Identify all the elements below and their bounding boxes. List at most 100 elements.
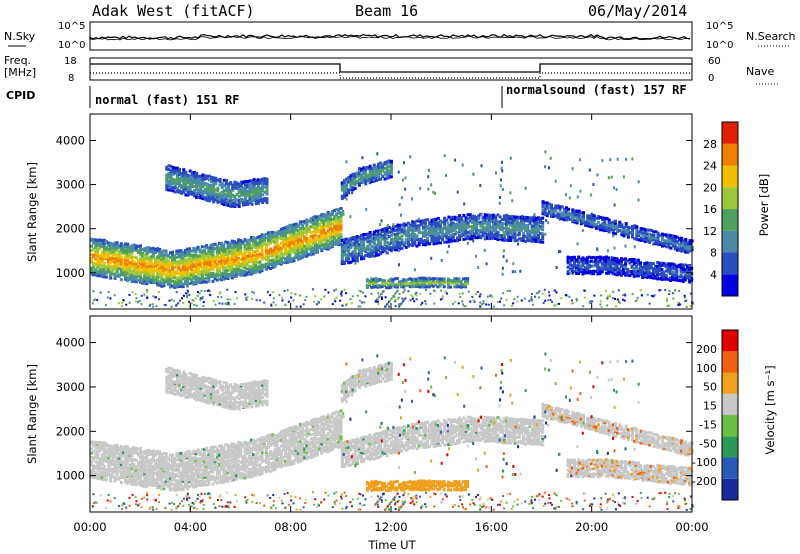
power-cell	[264, 254, 268, 258]
power-cell	[303, 230, 307, 234]
power-cell	[678, 237, 681, 241]
power-cell	[119, 268, 123, 271]
power-cell	[372, 230, 376, 234]
power-cell	[671, 262, 675, 266]
power-cell	[286, 236, 290, 240]
power-cell	[340, 249, 344, 253]
power-cell	[626, 259, 630, 263]
power-cell	[475, 218, 479, 222]
power-cell	[199, 184, 203, 188]
power-cell	[345, 160, 348, 164]
power-cell	[307, 219, 311, 223]
power-cell	[364, 178, 368, 182]
power-cell	[455, 277, 459, 281]
power-cell	[132, 279, 136, 283]
power-cell	[316, 243, 319, 247]
power-cell	[96, 258, 100, 262]
power-cell	[224, 274, 228, 278]
power-cell	[141, 277, 145, 281]
power-cell	[281, 299, 284, 302]
power-cell	[160, 267, 164, 271]
power-cell	[502, 235, 506, 239]
power-cell	[585, 264, 589, 268]
power-cell	[443, 240, 447, 244]
power-cell	[355, 174, 359, 178]
power-cell	[254, 194, 258, 198]
velocity-cell	[92, 442, 96, 446]
velocity-cell	[90, 447, 93, 451]
power-cell	[680, 241, 684, 245]
power-cell	[220, 182, 224, 185]
power-cell	[596, 262, 600, 266]
power-cell	[92, 269, 96, 273]
power-cell	[643, 267, 647, 271]
power-cell	[646, 238, 649, 242]
power-cell	[675, 264, 679, 268]
power-cell	[188, 252, 192, 256]
power-cell	[430, 224, 434, 228]
power-cell	[372, 232, 376, 236]
power-cell	[147, 248, 151, 252]
power-cell	[181, 256, 185, 260]
power-cell	[587, 265, 591, 269]
power-cell	[203, 264, 206, 268]
power-cell	[684, 238, 688, 241]
power-cell	[519, 269, 522, 273]
power-cell	[205, 260, 209, 264]
power-cell	[190, 302, 193, 305]
power-cell	[669, 241, 673, 245]
power-cell	[617, 272, 621, 276]
power-cell	[411, 223, 414, 226]
power-cell	[218, 177, 222, 181]
power-cell	[641, 294, 643, 297]
power-cell	[233, 199, 237, 203]
power-cell	[139, 259, 142, 263]
power-cell	[171, 274, 174, 277]
power-cell	[260, 269, 264, 273]
power-cell	[256, 256, 260, 260]
power-cell	[485, 236, 489, 240]
power-cell	[378, 278, 382, 282]
power-cell	[224, 193, 228, 197]
power-cell	[381, 167, 385, 171]
power-cell	[575, 219, 579, 223]
power-cell	[162, 268, 166, 272]
power-cell	[673, 243, 677, 247]
power-cell	[245, 263, 249, 267]
power-cell	[182, 168, 186, 172]
power-cell	[233, 183, 237, 187]
power-cell	[349, 236, 353, 240]
power-cell	[355, 179, 359, 183]
power-cell	[487, 217, 491, 221]
power-cell	[239, 186, 243, 190]
power-cell	[335, 215, 339, 219]
power-cell	[173, 178, 177, 182]
power-cell	[573, 258, 576, 262]
power-cell	[224, 179, 228, 182]
power-cell	[456, 216, 459, 220]
power-cell	[366, 252, 370, 256]
power-cell	[236, 297, 238, 300]
power-cell	[313, 249, 317, 253]
power-cell	[294, 228, 298, 232]
power-cell	[415, 228, 419, 232]
power-cell	[505, 218, 508, 222]
power-cell	[265, 185, 269, 189]
power-cell	[175, 249, 179, 253]
power-cell	[541, 225, 545, 228]
power-cell	[389, 159, 393, 163]
power-cell	[492, 223, 496, 227]
power-cell	[633, 245, 636, 249]
power-cell	[500, 228, 504, 232]
power-cell	[648, 232, 652, 236]
power-cell	[630, 257, 634, 261]
power-cell	[117, 249, 121, 253]
power-cell	[658, 289, 661, 292]
power-cell	[288, 235, 292, 239]
power-cell	[411, 238, 415, 242]
power-cell	[473, 228, 476, 232]
power-cell	[614, 298, 616, 300]
power-cell	[324, 218, 328, 222]
power-cell	[586, 224, 590, 228]
power-cell	[370, 248, 374, 252]
